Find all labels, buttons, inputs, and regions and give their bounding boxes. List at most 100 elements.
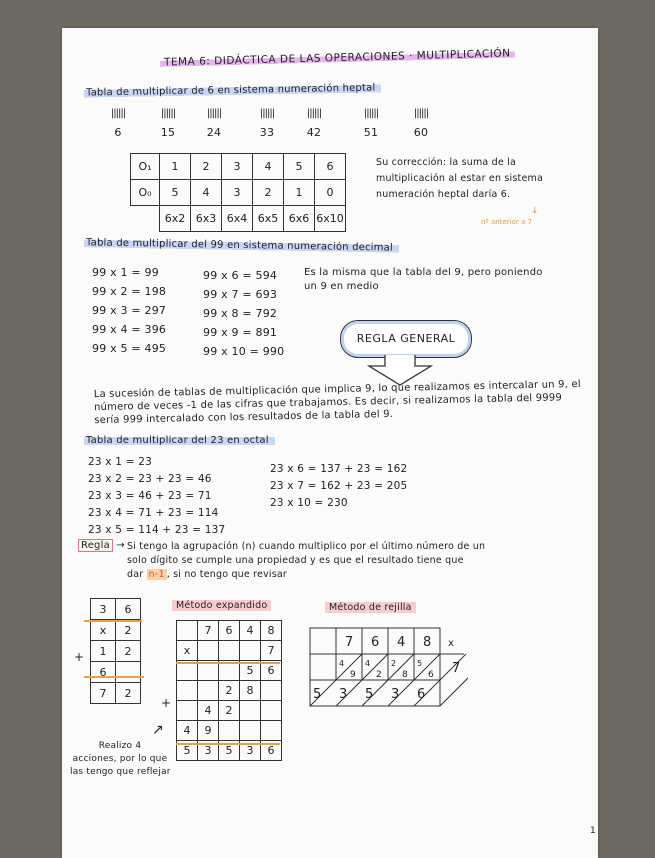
table-cell: 2 [115,682,141,704]
diagonal-line [335,653,389,707]
lattice-tens-digit: 2 [391,659,396,668]
table-cell: 2 [218,700,240,721]
times-sign: x [448,638,454,649]
diagonal-line [413,653,467,707]
table-cell: 6 [90,661,116,683]
equation-line: 23 x 10 = 230 [270,497,348,509]
lattice-units-digit: 2 [376,670,382,680]
table-23-col1: 23 x 1 = 23 23 x 2 = 23 + 23 = 46 23 x 3 =… [88,454,225,539]
equation-line: 99 x 9 = 891 [203,326,278,339]
table-cell [197,680,219,701]
table-cell: 7 [260,640,282,661]
table-cell: 6 [314,153,346,180]
correction-line: Su corrección: la suma de la [376,157,517,168]
table-cell: 2 [218,680,240,701]
tally-number: 51 [363,126,379,139]
table-cell: 5 [283,153,315,180]
note-line: acciones, por lo que [72,754,168,764]
remark-line: un 9 en medio [304,281,379,292]
arrow-right-icon: → [116,540,125,551]
table-cell: 2 [115,640,141,662]
lattice-multiplier: 7 [452,661,460,676]
lattice-top-digit: 7 [345,635,353,650]
table-cell: x [90,619,116,641]
table-cell: 4 [252,153,284,180]
down-arrow-icon: ↓ [531,206,539,216]
table-cell: 3 [197,740,219,761]
regla-text-pre: dar [127,569,144,580]
diagonal-line [309,653,363,707]
table-cell [176,700,198,721]
lattice-top-digit: 8 [423,635,431,650]
heptal-table: O₁ 1 2 3 4 5 6 O₀ 5 4 3 2 1 0 6x2 6x3 6x4 6x5 6x6 6x10 [130,153,346,232]
table-cell [239,720,261,741]
regla-line: dar n-1, si no tengo que revisar [127,568,485,582]
table-row: O₁ 1 2 3 4 5 6 [130,153,346,180]
equation-line: 99 x 3 = 297 [92,304,167,317]
equation-line: 99 x 6 = 594 [203,269,278,282]
correction-line: multiplicación al estar en sistema [376,173,543,184]
equation-line: 99 x 7 = 693 [203,288,278,301]
lattice-units-digit: 6 [428,670,434,680]
lattice-result-digit: 3 [391,687,399,702]
tally-marks: |||||| [363,108,379,119]
lattice-tens-digit: 5 [417,659,422,668]
table-99-col2: 99 x 6 = 594 99 x 7 = 693 99 x 8 = 792 99 x… [203,266,284,361]
regla-label-wrap: Regla → [78,539,125,552]
equation-line: 99 x 5 = 495 [92,342,167,355]
equation-line: 99 x 10 = 990 [203,345,285,358]
lattice-result-digit: 5 [365,687,373,702]
table-cell [115,661,141,683]
equation-line: 99 x 1 = 99 [92,266,159,279]
tally-number: 24 [206,126,222,139]
table-cell: 7 [90,682,116,704]
note-line: Realizo 4 [98,741,142,751]
equation-line: 99 x 4 = 396 [92,323,167,336]
table-row: 6x2 6x3 6x4 6x5 6x6 6x10 [130,205,346,232]
table-cell [260,720,282,741]
regla-line: solo dígito se cumple una propiedad y es… [127,555,464,566]
diagonal-line [439,677,468,707]
table-cell [197,640,219,661]
equation-line: 23 x 5 = 114 + 23 = 137 [88,524,226,536]
table-cell: 3 [90,598,116,620]
table-cell: 6x6 [283,205,315,232]
table-cell: 6x2 [159,205,191,232]
table-cell: 6x5 [252,205,284,232]
tally-marks: |||||| [413,108,429,119]
table-cell [218,640,240,661]
table-cell: O₀ [130,179,160,206]
table-cell: 6x3 [190,205,222,232]
correction-line: numeración heptal daría 6. [376,189,511,200]
table-cell [218,720,240,741]
equation-line: 23 x 7 = 162 + 23 = 205 [270,480,408,492]
regla-label: Regla [78,539,113,552]
note-line: las tengo que reflejar [70,767,171,777]
tally-marks: |||||| [306,108,322,119]
remark-99: Es la misma que la tabla del 9, pero pon… [304,266,543,294]
table-cell [176,620,198,641]
table-cell: O₁ [130,153,160,180]
table-cell: 9 [197,720,219,741]
table-row: O₀ 5 4 3 2 1 0 [130,179,346,206]
section-heading-octal: Tabla de multiplicar del 23 en octal [84,435,275,446]
table-cell: 6x4 [221,205,253,232]
lattice-result-digit: 6 [417,687,425,702]
lattice-units-digit: 8 [402,670,408,680]
diagonal-line [361,653,415,707]
expanded-note: Realizo 4 acciones, por lo que las tengo… [70,740,170,779]
table-cell: 5 [159,179,191,206]
equation-line: 23 x 3 = 46 + 23 = 71 [88,490,212,502]
regla-line: Si tengo la agrupación (n) cuando multip… [127,541,486,552]
table-cell: 2 [190,153,222,180]
table-99-col1: 99 x 1 = 99 99 x 2 = 198 99 x 3 = 297 99 x … [92,263,166,358]
equation-line: 99 x 2 = 198 [92,285,167,298]
